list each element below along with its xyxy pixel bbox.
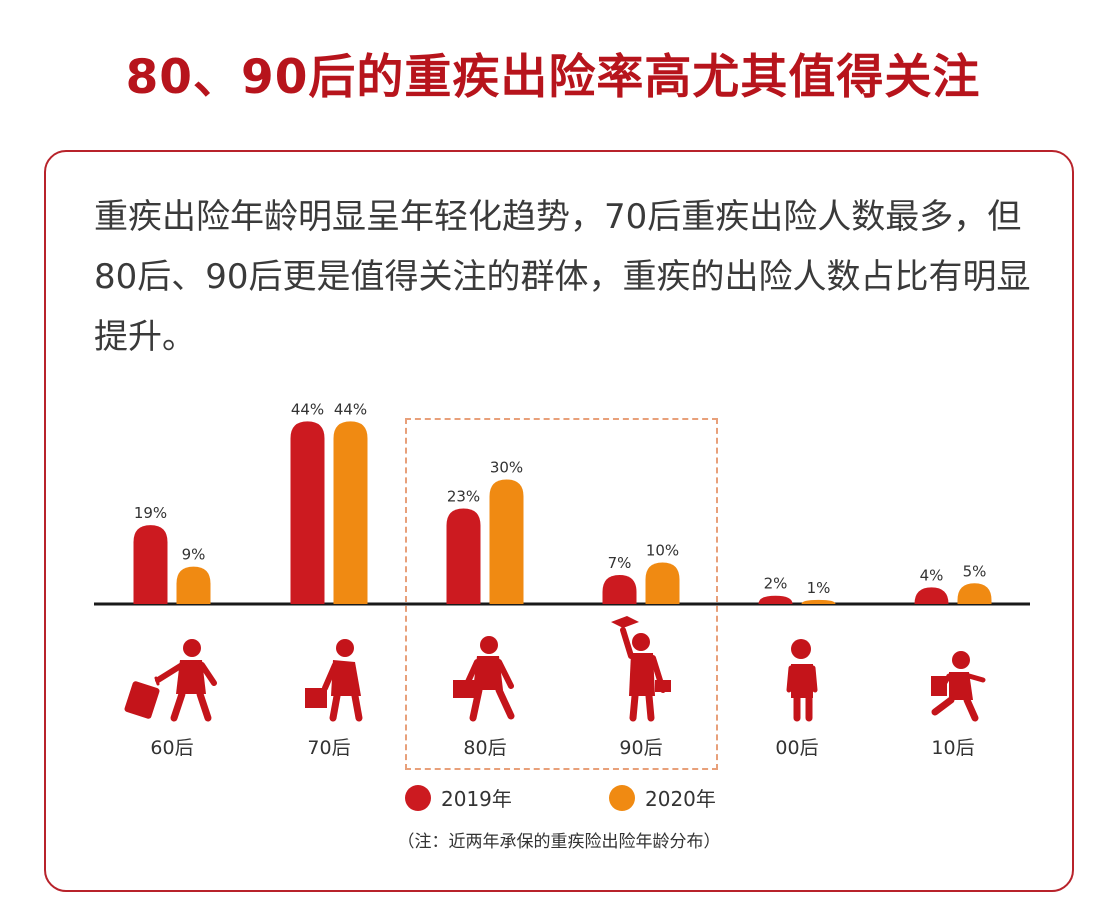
data-label: 1% — [807, 579, 831, 597]
legend-label-2019: 2019年 — [441, 787, 512, 811]
figure-limb — [495, 686, 515, 720]
data-label: 23% — [447, 488, 480, 506]
figure-limb — [154, 676, 160, 686]
legend-item-2020: 2020年 — [609, 783, 716, 812]
bar — [602, 574, 637, 604]
figure-body — [949, 672, 973, 700]
page-title: 80、90后的重疾出险率高尤其值得关注 — [125, 50, 981, 105]
figure-body — [791, 664, 813, 698]
category-label: 70后 — [307, 737, 350, 759]
data-label: 30% — [490, 459, 523, 477]
figure-head — [632, 633, 650, 651]
data-label: 5% — [963, 562, 987, 580]
intro-paragraph: 重疾出险年龄明显呈年轻化趋势，70后重疾出险人数最多，但80后、90后更是值得关… — [94, 197, 1031, 357]
figure-limb — [931, 696, 955, 716]
child-icon — [786, 639, 818, 722]
data-label: 4% — [920, 566, 944, 584]
bar — [290, 421, 325, 604]
bar — [801, 599, 836, 604]
figure-case — [931, 676, 947, 696]
figure-case — [305, 688, 327, 708]
figure-body — [473, 656, 503, 690]
chart-note: （注：近两年承保的重疾险出险年龄分布） — [397, 832, 721, 852]
figure-limb — [351, 692, 363, 722]
bar — [957, 583, 992, 604]
figure-limb — [322, 662, 338, 691]
graduate-with-cap-icon — [611, 616, 671, 722]
figure-body — [331, 660, 361, 696]
category-label: 60后 — [150, 737, 193, 759]
figure-case — [124, 681, 160, 719]
figure-head — [480, 636, 498, 654]
figure-head — [791, 639, 811, 659]
data-label: 44% — [291, 400, 324, 418]
figure-limb — [155, 662, 185, 683]
bar — [489, 479, 524, 604]
legend-swatch-2019 — [405, 784, 431, 811]
bar — [176, 566, 211, 604]
figure-cap — [611, 616, 639, 628]
data-label: 9% — [182, 546, 206, 564]
figure-case — [453, 680, 479, 698]
bar — [333, 421, 368, 604]
traveler-with-suitcase-icon — [124, 639, 217, 722]
data-label: 10% — [646, 542, 679, 560]
figure-limb — [496, 659, 514, 689]
bar — [758, 595, 793, 604]
legend-swatch-2020 — [609, 784, 635, 811]
data-label: 2% — [764, 575, 788, 593]
figure-body — [176, 660, 206, 694]
figure-limb — [786, 665, 794, 693]
category-label: 90后 — [619, 737, 662, 759]
figure-limb — [329, 692, 341, 722]
legend-label-2020: 2020年 — [645, 787, 716, 811]
data-label: 19% — [134, 504, 167, 522]
category-label: 00后 — [775, 737, 818, 759]
figure-limb — [810, 665, 818, 693]
data-label: 44% — [334, 400, 367, 418]
legend-item-2019: 2019年 — [405, 783, 512, 812]
figure-limb — [963, 696, 979, 722]
highlight-box-80-90 — [405, 418, 718, 770]
figure-limb — [645, 692, 655, 722]
figure-limb — [199, 662, 217, 686]
running-child-icon — [931, 651, 986, 722]
figure-case — [655, 680, 671, 692]
figure-limb — [170, 690, 186, 722]
bar — [133, 525, 168, 604]
bar — [914, 587, 949, 604]
figure-limb — [196, 690, 212, 722]
office-worker-with-briefcase-icon — [453, 636, 515, 722]
figure-head — [183, 639, 201, 657]
category-label: 80后 — [463, 737, 506, 759]
figure-head — [952, 651, 970, 669]
figure-limb — [629, 692, 639, 722]
figure-limb — [620, 627, 634, 659]
figure-body — [629, 653, 655, 696]
data-label: 7% — [608, 554, 632, 572]
bar — [645, 562, 680, 604]
figure-limb — [966, 673, 986, 683]
figure-head — [336, 639, 354, 657]
stooped-man-with-briefcase-icon — [305, 639, 363, 722]
bar — [446, 508, 481, 604]
category-label: 10后 — [931, 737, 974, 759]
